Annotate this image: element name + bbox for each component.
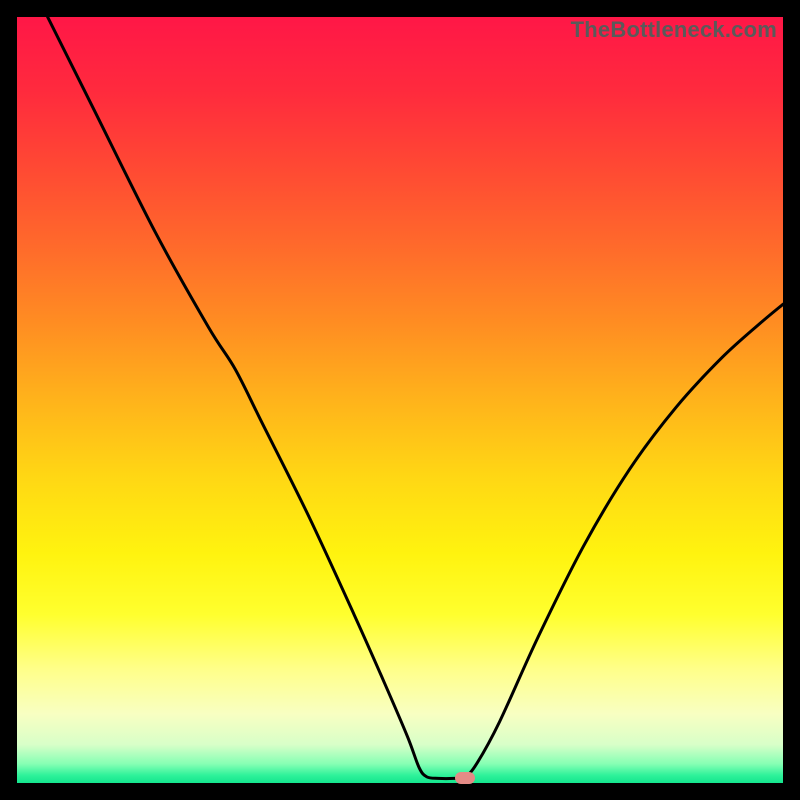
bottleneck-curve xyxy=(17,17,783,783)
watermark-text: TheBottleneck.com xyxy=(571,17,777,43)
chart-frame: TheBottleneck.com xyxy=(0,0,800,800)
optimum-marker xyxy=(455,772,475,784)
plot-area: TheBottleneck.com xyxy=(17,17,783,783)
